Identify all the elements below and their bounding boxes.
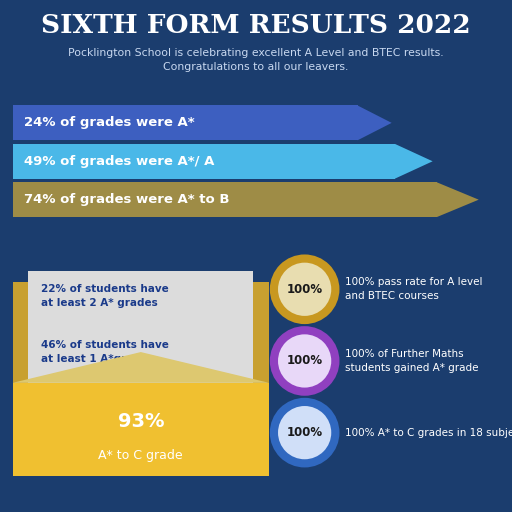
Text: 24% of grades were A*: 24% of grades were A*	[24, 116, 195, 130]
Circle shape	[270, 254, 339, 324]
Text: 22% of students have
at least 2 A* grades: 22% of students have at least 2 A* grade…	[41, 284, 169, 308]
Polygon shape	[395, 144, 433, 179]
Text: 49% of grades were A*/ A: 49% of grades were A*/ A	[24, 155, 215, 168]
Text: 100% of Further Maths
students gained A* grade: 100% of Further Maths students gained A*…	[345, 349, 478, 373]
Circle shape	[270, 398, 339, 467]
Polygon shape	[437, 182, 479, 217]
FancyBboxPatch shape	[13, 105, 357, 140]
Text: 46% of students have
at least 1 A*grade: 46% of students have at least 1 A*grade	[41, 340, 169, 364]
Circle shape	[278, 263, 331, 316]
FancyBboxPatch shape	[13, 383, 269, 476]
FancyBboxPatch shape	[28, 271, 253, 425]
Text: SIXTH FORM RESULTS 2022: SIXTH FORM RESULTS 2022	[41, 13, 471, 38]
Text: 74% of grades were A* to B: 74% of grades were A* to B	[24, 193, 229, 206]
Text: 100%: 100%	[287, 283, 323, 296]
Text: Pocklington School is celebrating excellent A Level and BTEC results.
Congratula: Pocklington School is celebrating excell…	[68, 48, 444, 72]
Text: A* to C grade: A* to C grade	[98, 449, 183, 462]
Text: 93%: 93%	[118, 413, 164, 432]
Circle shape	[278, 334, 331, 388]
Text: 100%: 100%	[287, 426, 323, 439]
Text: 100%: 100%	[287, 354, 323, 368]
FancyBboxPatch shape	[13, 282, 269, 476]
Circle shape	[278, 406, 331, 459]
FancyBboxPatch shape	[13, 182, 437, 217]
Text: 100% pass rate for A level
and BTEC courses: 100% pass rate for A level and BTEC cour…	[345, 278, 482, 301]
Circle shape	[270, 326, 339, 396]
Polygon shape	[13, 352, 269, 383]
FancyBboxPatch shape	[13, 144, 395, 179]
Polygon shape	[357, 105, 392, 140]
Text: 100% A* to C grades in 18 subjects: 100% A* to C grades in 18 subjects	[345, 428, 512, 438]
